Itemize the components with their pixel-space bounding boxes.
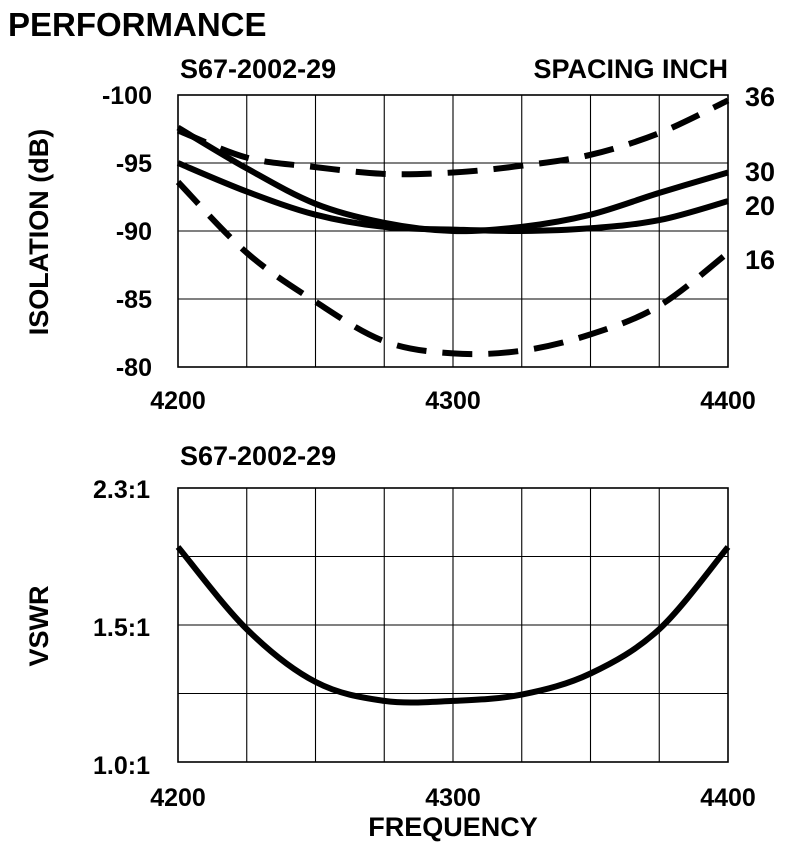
isolation-series-line-36 xyxy=(176,97,730,178)
isolation-y-tick-labels: -100 -95 -90 -85 -80 xyxy=(102,82,152,382)
isolation-y-tick: -100 xyxy=(102,82,152,110)
vswr-x-tick-labels: 4200 4300 4400 xyxy=(150,784,756,812)
vswr-y-axis-label: VSWR xyxy=(24,586,54,667)
vswr-chart-title: S67-2002-29 xyxy=(180,441,336,471)
isolation-x-tick: 4200 xyxy=(150,387,206,415)
isolation-y-axis-label: ISOLATION (dB) xyxy=(24,129,54,335)
isolation-x-tick: 4300 xyxy=(425,387,481,415)
isolation-chart: S67-2002-29 SPACING INCH ISOLATION (dB) … xyxy=(24,54,775,415)
series-label-36: 36 xyxy=(745,82,775,112)
isolation-series-line-16 xyxy=(175,179,730,358)
vswr-series-line-vswr xyxy=(175,545,731,706)
series-label-16: 16 xyxy=(745,245,775,275)
isolation-x-tick: 4400 xyxy=(700,387,756,415)
isolation-x-tick-labels: 4200 4300 4400 xyxy=(150,387,756,415)
vswr-chart: S67-2002-29 VSWR 2.3:1 1.5:1 1.0:1 4200 … xyxy=(24,441,756,842)
vswr-y-tick: 2.3:1 xyxy=(93,476,150,504)
vswr-plot-frame xyxy=(177,487,729,763)
vswr-series xyxy=(175,545,731,706)
vswr-x-tick: 4200 xyxy=(150,784,206,812)
vswr-x-tick: 4400 xyxy=(700,784,756,812)
isolation-chart-title: S67-2002-29 xyxy=(180,54,336,84)
performance-heading: PERFORMANCE xyxy=(8,6,267,43)
isolation-y-tick: -95 xyxy=(116,150,152,178)
series-label-20: 20 xyxy=(745,191,775,221)
vswr-y-tick-labels: 2.3:1 1.5:1 1.0:1 xyxy=(93,476,150,780)
isolation-series-line-20 xyxy=(176,160,729,235)
vswr-grid xyxy=(178,488,728,762)
frequency-x-axis-label: FREQUENCY xyxy=(368,812,538,842)
isolation-series xyxy=(175,97,730,358)
isolation-legend-title: SPACING INCH xyxy=(533,54,728,84)
isolation-y-tick: -90 xyxy=(116,218,152,246)
vswr-x-tick: 4300 xyxy=(425,784,481,812)
isolation-y-tick: -80 xyxy=(116,354,152,382)
series-label-30: 30 xyxy=(745,157,775,187)
isolation-series-labels: 36 30 20 16 xyxy=(745,82,775,275)
isolation-y-tick: -85 xyxy=(116,286,152,314)
isolation-plot-frame xyxy=(177,94,729,368)
vswr-y-tick: 1.5:1 xyxy=(93,614,150,642)
vswr-y-tick: 1.0:1 xyxy=(93,752,150,780)
